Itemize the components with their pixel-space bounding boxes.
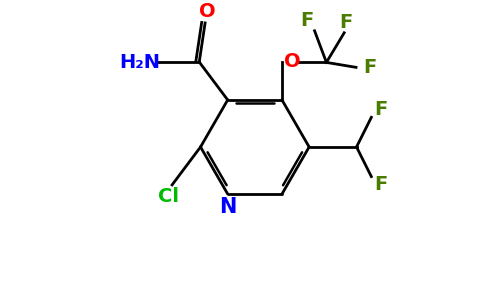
Text: O: O (199, 2, 215, 21)
Text: O: O (284, 52, 300, 71)
Text: F: F (375, 175, 388, 194)
Text: N: N (219, 197, 236, 217)
Text: F: F (363, 58, 377, 77)
Text: H₂N: H₂N (120, 52, 161, 71)
Text: F: F (375, 100, 388, 119)
Text: Cl: Cl (158, 187, 179, 206)
Text: F: F (340, 14, 353, 32)
Text: F: F (300, 11, 313, 30)
